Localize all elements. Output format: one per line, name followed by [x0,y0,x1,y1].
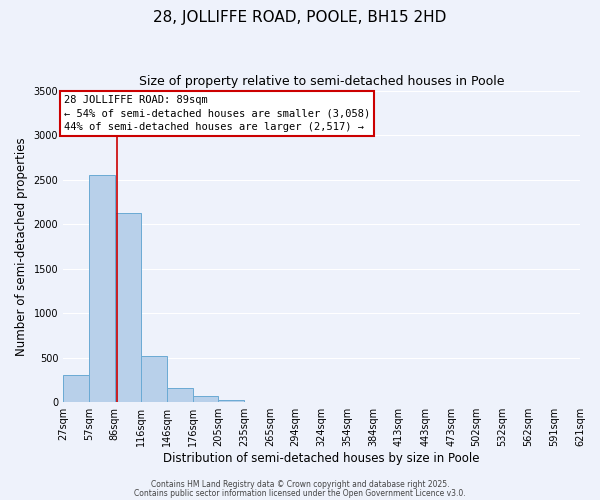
Bar [167,388,193,402]
Bar [140,356,167,402]
X-axis label: Distribution of semi-detached houses by size in Poole: Distribution of semi-detached houses by … [163,452,480,465]
Bar [193,396,218,402]
Text: 28 JOLLIFFE ROAD: 89sqm
← 54% of semi-detached houses are smaller (3,058)
44% of: 28 JOLLIFFE ROAD: 89sqm ← 54% of semi-de… [64,95,370,132]
Bar [89,175,115,402]
Bar [218,400,244,402]
Bar [115,212,140,402]
Bar [63,376,89,402]
Y-axis label: Number of semi-detached properties: Number of semi-detached properties [15,137,28,356]
Text: 28, JOLLIFFE ROAD, POOLE, BH15 2HD: 28, JOLLIFFE ROAD, POOLE, BH15 2HD [154,10,446,25]
Text: Contains HM Land Registry data © Crown copyright and database right 2025.: Contains HM Land Registry data © Crown c… [151,480,449,489]
Title: Size of property relative to semi-detached houses in Poole: Size of property relative to semi-detach… [139,75,505,88]
Text: Contains public sector information licensed under the Open Government Licence v3: Contains public sector information licen… [134,488,466,498]
